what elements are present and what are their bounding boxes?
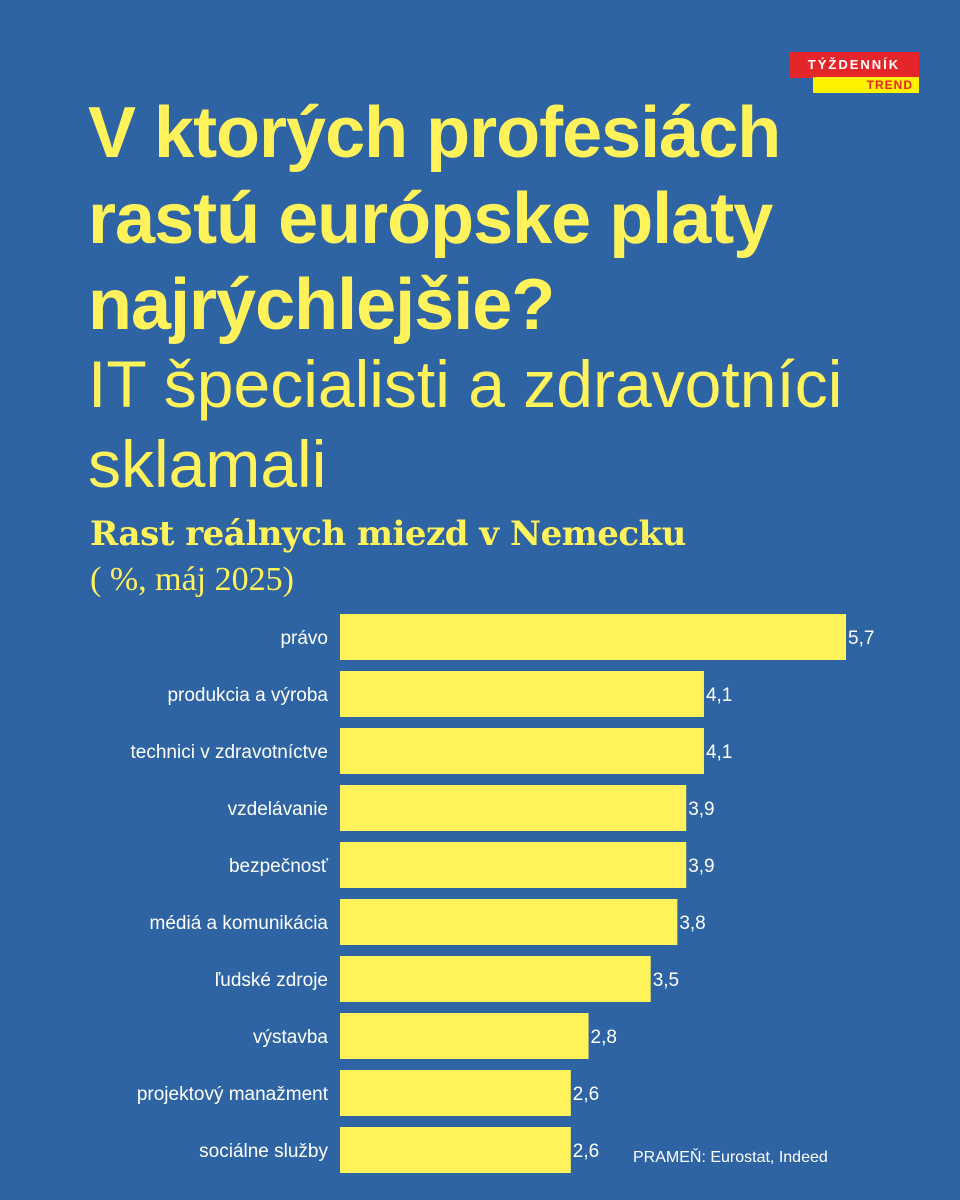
bar-6 — [340, 956, 651, 1002]
value-label-2: 4,1 — [706, 742, 732, 763]
category-label-7: výstavba — [253, 1027, 328, 1048]
category-label-0: právo — [280, 628, 328, 649]
headline: V ktorých profesiách rastú európske plat… — [88, 93, 781, 345]
subheadline: IT špecialisti a zdravotníci sklamali — [88, 347, 843, 501]
value-label-7: 2,8 — [591, 1027, 617, 1048]
bar-0 — [340, 614, 846, 660]
category-label-6: ľudské zdroje — [215, 970, 328, 991]
category-label-8: projektový manažment — [137, 1084, 329, 1105]
bar-3 — [340, 785, 687, 831]
bar-7 — [340, 1013, 589, 1059]
bar-4 — [340, 842, 687, 888]
category-label-2: technici v zdravotníctve — [131, 742, 328, 763]
bar-9 — [340, 1127, 571, 1173]
bar-1 — [340, 671, 704, 717]
source-note: PRAMEŇ: Eurostat, Indeed — [633, 1149, 828, 1166]
logo-sub: TREND — [813, 77, 919, 93]
bar-chart: právo 5,7 produkcia a výroba 4,1 technici v … — [131, 614, 874, 1173]
category-label-1: produkcia a výroba — [167, 685, 328, 706]
category-label-5: médiá a komunikácia — [150, 913, 329, 934]
value-label-0: 5,7 — [848, 628, 874, 649]
value-label-9: 2,6 — [573, 1141, 599, 1162]
value-label-8: 2,6 — [573, 1084, 599, 1105]
category-label-4: bezpečnosť — [229, 856, 329, 877]
value-label-1: 4,1 — [706, 685, 732, 706]
value-label-6: 3,5 — [653, 970, 679, 991]
chart-title: Rast reálnych miezd v Nemecku — [90, 514, 686, 554]
category-label-9: sociálne služby — [199, 1141, 328, 1162]
value-label-3: 3,9 — [688, 799, 714, 820]
bar-8 — [340, 1070, 571, 1116]
bar-5 — [340, 899, 678, 945]
bar-2 — [340, 728, 704, 774]
brand-logo: TÝŽDENNÍK TREND — [789, 52, 919, 96]
logo-text: TÝŽDENNÍK — [789, 52, 919, 78]
category-label-3: vzdelávanie — [228, 799, 328, 820]
value-label-5: 3,8 — [679, 913, 705, 934]
value-label-4: 3,9 — [688, 856, 714, 877]
chart-unit: ( %, máj 2025) — [90, 561, 294, 598]
